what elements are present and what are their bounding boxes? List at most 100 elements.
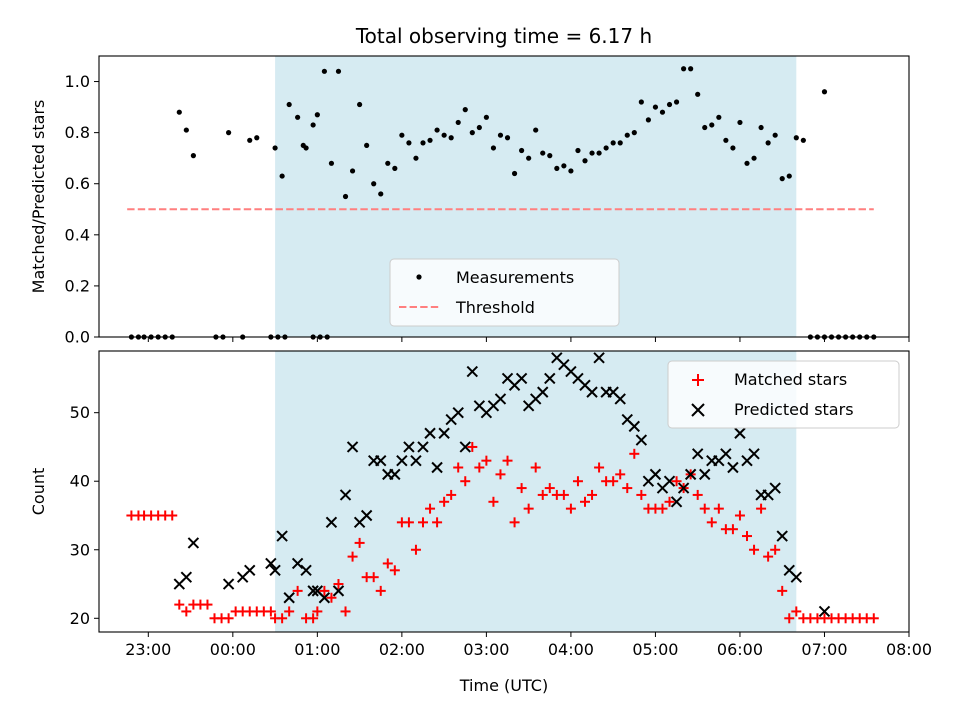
matched-star-point	[432, 517, 443, 528]
measurement-point	[183, 127, 189, 133]
x-tick-label: 23:00	[125, 640, 171, 659]
measurement-point	[490, 145, 497, 151]
measurement-point	[279, 173, 285, 179]
measurement-point	[659, 109, 666, 115]
predicted-star-stroke	[790, 571, 803, 583]
y-axis-label: Matched/Predicted stars	[29, 100, 48, 294]
predicted-star-stroke	[410, 454, 422, 467]
matched-star-point	[692, 489, 703, 500]
measurement-point	[303, 145, 309, 151]
measurement-point	[519, 147, 525, 154]
measurement-point	[321, 68, 327, 74]
predicted-star-stroke	[551, 352, 563, 364]
predicted-star-stroke	[818, 605, 831, 618]
predicted-star-stroke	[565, 365, 577, 378]
matched-star-point	[699, 503, 710, 514]
measurement-point	[765, 140, 771, 146]
predicted-star-stroke	[628, 420, 641, 433]
x-axis-label: Time (UTC)	[459, 676, 548, 695]
measurement-point	[420, 140, 426, 146]
matched-star-point	[615, 469, 626, 480]
matched-star-point	[181, 606, 192, 617]
predicted-star-stroke	[691, 448, 704, 460]
x-tick-label: 02:00	[379, 640, 425, 659]
matched-star-point	[439, 496, 450, 507]
predicted-star-point	[438, 427, 450, 439]
measurement-point	[314, 112, 320, 118]
measurement-point	[176, 109, 182, 115]
y-tick-label: 50	[70, 403, 90, 422]
predicted-star-stroke	[222, 578, 235, 590]
predicted-star-stroke	[332, 585, 345, 597]
measurement-point	[455, 119, 461, 126]
predicted-star-point	[720, 448, 732, 460]
measurement-point	[758, 124, 764, 131]
matched-star-point	[319, 585, 330, 596]
matched-star-point	[368, 572, 379, 583]
legend-label: Predicted stars	[734, 400, 854, 419]
x-tick-label: 03:00	[463, 640, 509, 659]
legend-label: Matched stars	[734, 370, 847, 389]
matched-star-point	[202, 599, 213, 610]
predicted-star-stroke	[748, 448, 760, 460]
measurement-point	[582, 158, 588, 164]
matched-star-point	[347, 551, 358, 562]
matched-star-point	[509, 517, 520, 528]
x-tick-label: 08:00	[886, 640, 932, 659]
predicted-star-point	[537, 386, 549, 398]
legend: Matched stars Predicted stars	[667, 360, 900, 429]
predicted-star-point	[593, 352, 605, 364]
matched-star-point	[749, 544, 760, 555]
predicted-star-stroke	[684, 468, 697, 481]
matched-star-point	[312, 606, 323, 617]
predicted-star-stroke	[670, 496, 683, 508]
predicted-star-point	[424, 427, 436, 439]
matched-star-point	[770, 544, 781, 555]
predicted-star-stroke	[318, 592, 331, 604]
matched-star-point	[558, 489, 569, 500]
measurement-point	[406, 140, 412, 146]
matched-star-point	[763, 551, 774, 562]
matched-star-point	[572, 476, 583, 487]
predicted-star-stroke	[325, 516, 338, 529]
matched-star-point	[481, 455, 492, 466]
predicted-star-point	[734, 427, 746, 439]
y-tick-label: 30	[70, 540, 90, 559]
predicted-star-point	[269, 564, 281, 577]
matched-star-point	[502, 455, 513, 466]
measurement-point	[709, 122, 715, 128]
predicted-star-stroke	[283, 592, 295, 604]
predicted-star-point	[663, 475, 676, 487]
predicted-star-stroke	[360, 509, 373, 522]
y-tick-label: 0.0	[65, 328, 90, 347]
predicted-star-point	[417, 441, 429, 453]
predicted-star-stroke	[677, 482, 690, 494]
predicted-star-point	[396, 454, 408, 467]
measurement-point	[295, 114, 301, 120]
x-tick-label: 07:00	[801, 640, 847, 659]
predicted-star-point	[389, 468, 401, 481]
predicted-star-point	[375, 454, 387, 467]
measurement-point	[723, 137, 729, 143]
measurement-point	[483, 114, 489, 120]
measurement-point	[226, 130, 232, 136]
predicted-star-point	[300, 564, 312, 577]
predicted-star-point	[776, 530, 788, 542]
measurement-point	[497, 132, 504, 138]
predicted-star-stroke	[431, 461, 443, 474]
predicted-star-stroke	[699, 468, 711, 481]
measurement-point	[638, 99, 644, 105]
matched-star-point	[580, 496, 590, 507]
predicted-star-stroke	[558, 359, 570, 371]
measurement-point	[589, 150, 595, 156]
predicted-star-point	[699, 468, 711, 481]
matched-star-point	[488, 496, 499, 507]
measurement-point	[190, 153, 196, 159]
predicted-star-stroke	[300, 564, 312, 577]
predicted-star-point	[769, 482, 781, 494]
plot-frame	[98, 350, 910, 633]
matched-star-point	[308, 613, 319, 624]
measurement-point	[385, 160, 391, 166]
predicted-star-stroke	[586, 386, 598, 398]
